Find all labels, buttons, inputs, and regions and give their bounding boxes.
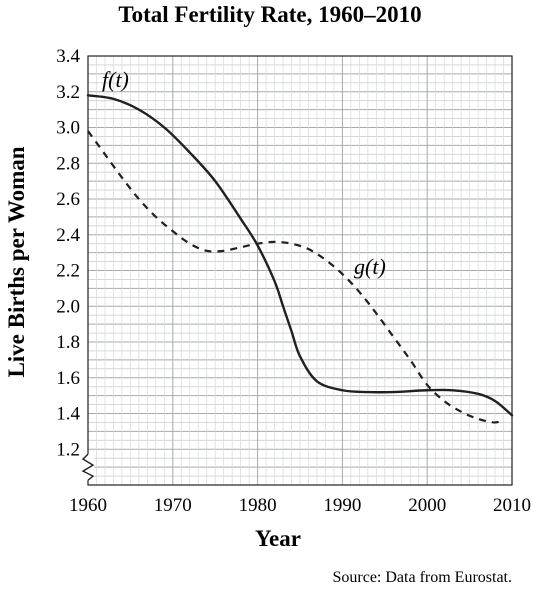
y-tick-labels: 1.2 1.4 1.6 1.8 2.0 2.2 2.4 2.6 2.8 3.0 3.2 3.4 <box>56 46 80 460</box>
x-tick-label: 1970 <box>154 495 192 516</box>
series-lines <box>86 94 514 424</box>
y-tick-label: 2.4 <box>56 225 80 246</box>
y-tick-label: 2.2 <box>56 261 80 282</box>
x-tick-label: 2010 <box>493 495 531 516</box>
chart-title: Total Fertility Rate, 1960–2010 <box>118 2 421 27</box>
y-tick-label: 1.6 <box>56 368 80 389</box>
plot-frame <box>87 55 513 486</box>
x-tick-label: 1980 <box>239 495 277 516</box>
y-tick-label: 1.8 <box>56 332 80 353</box>
source-note: Source: Data from Eurostat. <box>333 569 513 586</box>
axis-break-symbol <box>81 453 95 481</box>
y-tick-label: 2.0 <box>56 296 80 317</box>
y-tick-label: 3.4 <box>56 46 80 67</box>
gridlines <box>88 56 512 485</box>
y-tick-label: 3.0 <box>56 118 80 139</box>
x-tick-labels: 1960 1970 1980 1990 2000 2010 <box>69 495 531 516</box>
y-tick-label: 2.8 <box>56 153 80 174</box>
x-tick-label: 1960 <box>69 495 107 516</box>
series-g-line <box>87 130 505 424</box>
axis-break-zigzag <box>81 453 95 481</box>
y-tick-label: 1.2 <box>56 439 80 460</box>
x-axis-label: Year <box>255 526 301 551</box>
series-label-f: f(t) <box>102 67 129 92</box>
y-axis-label: Live Births per Woman <box>4 146 29 377</box>
y-tick-label: 3.2 <box>56 82 80 103</box>
series-f-line <box>86 94 514 417</box>
x-tick-label: 1990 <box>323 495 361 516</box>
series-label-g: g(t) <box>354 254 386 279</box>
y-tick-label: 2.6 <box>56 189 80 210</box>
y-tick-label: 1.4 <box>56 404 80 425</box>
x-tick-label: 2000 <box>408 495 446 516</box>
